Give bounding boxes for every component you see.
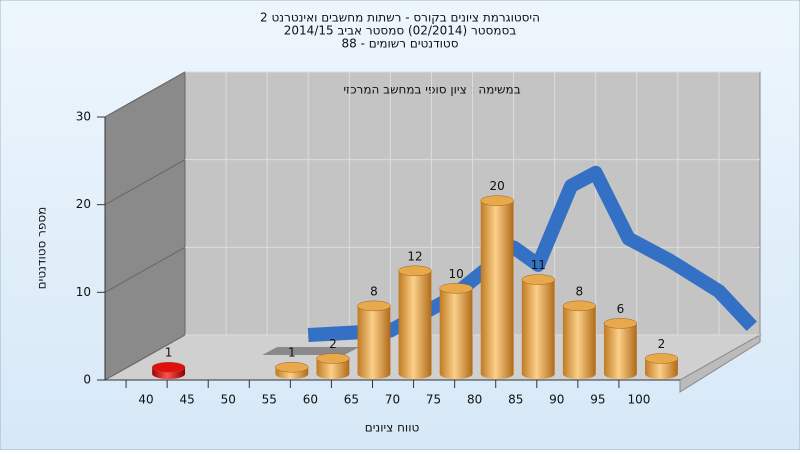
value-label: 6 xyxy=(617,302,625,316)
cylinder-top xyxy=(439,283,473,294)
value-label: 20 xyxy=(490,179,505,193)
cylinder-top xyxy=(562,300,596,312)
cylinder-top xyxy=(151,361,186,373)
chart-title: סטודנטים רשומים - 88 xyxy=(341,37,458,51)
value-label: 8 xyxy=(576,284,584,298)
cylinder-top xyxy=(644,353,679,364)
x-tick-label: 80 xyxy=(467,393,482,407)
cylinder-top xyxy=(357,300,391,312)
value-label: 8 xyxy=(370,284,378,298)
left-wall xyxy=(104,71,186,381)
value-label: 11 xyxy=(531,258,546,272)
y-tick-label: 30 xyxy=(76,110,91,124)
x-tick-label: 85 xyxy=(508,393,523,407)
x-tick-label: 60 xyxy=(303,393,318,407)
cylinder-top xyxy=(316,353,350,364)
y-tick-label: 20 xyxy=(76,197,91,211)
bar xyxy=(439,288,473,374)
value-label: 2 xyxy=(658,337,666,351)
bar xyxy=(357,305,391,374)
bar xyxy=(603,323,637,374)
chart-title: היסטוגרמת ציונים בקורס - רשתות מחשבים וא… xyxy=(260,11,540,25)
cylinder-top xyxy=(521,274,555,285)
grid-line xyxy=(104,246,186,293)
x-tick-label: 100 xyxy=(627,393,650,407)
bar xyxy=(480,200,514,374)
value-label: 1 xyxy=(288,346,296,360)
x-tick-label: 45 xyxy=(180,393,195,407)
cylinder-top xyxy=(275,361,309,373)
value-label: 1 xyxy=(165,346,173,360)
y-tick-label: 10 xyxy=(76,285,91,299)
x-tick-label: 70 xyxy=(385,393,400,407)
bar xyxy=(521,279,555,374)
x-axis-label: טווח ציונים xyxy=(365,421,420,435)
chart-subtitle: במשימה : ציון סופי במחשב המרכזי xyxy=(343,83,520,97)
cylinder-top xyxy=(603,318,638,329)
grid-line xyxy=(104,334,186,381)
chart-title: בסמסטר (02/2014) סמסטר אביב 2014/15 xyxy=(284,24,516,38)
bar xyxy=(562,305,596,374)
x-tick-label: 90 xyxy=(549,393,564,407)
empty-bin xyxy=(303,347,360,355)
x-tick-label: 95 xyxy=(590,393,605,407)
value-label: 12 xyxy=(407,249,422,263)
grid-line xyxy=(104,159,186,206)
bar xyxy=(398,270,432,374)
x-tick-label: 65 xyxy=(344,393,359,407)
x-tick-label: 75 xyxy=(426,393,441,407)
x-tick-label: 55 xyxy=(262,393,277,407)
y-axis-label: מספר סטודנטים xyxy=(35,207,49,290)
x-tick-label: 50 xyxy=(221,393,236,407)
empty-bin xyxy=(262,347,319,355)
grid-line xyxy=(104,71,186,118)
cylinder-top xyxy=(480,195,514,206)
x-tick-label: 40 xyxy=(138,393,153,407)
cylinder-top xyxy=(398,265,432,277)
value-label: 10 xyxy=(448,267,463,281)
y-tick-label: 0 xyxy=(83,373,91,387)
value-label: 2 xyxy=(329,337,337,351)
floor-edge xyxy=(679,334,761,393)
